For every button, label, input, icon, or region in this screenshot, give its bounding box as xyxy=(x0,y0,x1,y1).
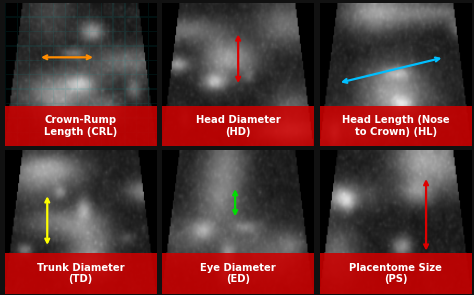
FancyBboxPatch shape xyxy=(320,106,472,146)
FancyBboxPatch shape xyxy=(162,106,314,146)
FancyBboxPatch shape xyxy=(162,253,314,294)
Text: Crown-Rump
Length (CRL): Crown-Rump Length (CRL) xyxy=(44,115,117,137)
Text: Trunk Diameter
(TD): Trunk Diameter (TD) xyxy=(37,263,125,284)
Text: Head Length (Nose
to Crown) (HL): Head Length (Nose to Crown) (HL) xyxy=(342,115,449,137)
FancyBboxPatch shape xyxy=(5,106,156,146)
Text: Head Diameter
(HD): Head Diameter (HD) xyxy=(196,115,281,137)
Text: Eye Diameter
(ED): Eye Diameter (ED) xyxy=(201,263,276,284)
FancyBboxPatch shape xyxy=(5,253,156,294)
Text: Placentome Size
(PS): Placentome Size (PS) xyxy=(349,263,442,284)
FancyBboxPatch shape xyxy=(320,253,472,294)
